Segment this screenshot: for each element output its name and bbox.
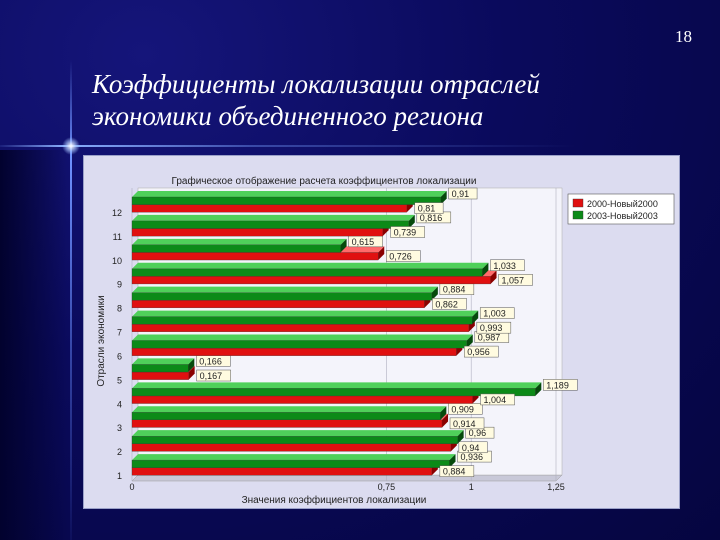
data-label-2000-cat-3: 0,914	[453, 419, 476, 429]
y-tick-label: 12	[112, 208, 122, 218]
y-tick-label: 5	[117, 375, 122, 385]
data-label-2000-cat-10-box	[386, 250, 421, 262]
data-label-2003-cat-8: 0,884	[443, 285, 466, 295]
data-label-2003-cat-2: 0,96	[469, 428, 487, 438]
data-label-2000-cat-8-box	[432, 298, 467, 310]
data-label-2000-cat-4: 1,004	[484, 395, 507, 405]
x-tick-label: 1,25	[547, 482, 565, 492]
decor-horizontal-line	[0, 145, 720, 147]
data-label-2000-cat-6-box	[464, 345, 499, 358]
data-label-2000-cat-9: 1,057	[502, 275, 525, 285]
bar-2003-cat-7	[131, 310, 479, 325]
y-tick-label: 1	[117, 471, 122, 481]
data-label-2000-cat-5-box	[196, 369, 231, 382]
chart-title: Графическое отображение расчета коэффици…	[172, 175, 477, 187]
bar-2003-cat-4	[131, 382, 542, 397]
data-label-2003-cat-7-box	[479, 307, 515, 319]
y-tick-label: 11	[113, 232, 122, 242]
x-tick-label: 0,75	[378, 482, 396, 492]
decor-shadow	[0, 150, 68, 540]
data-label-2003-cat-12-box	[448, 187, 478, 200]
data-label-2000-cat-3-box	[449, 417, 485, 430]
data-label-2003-cat-9: 1,033	[493, 261, 516, 271]
data-label-2000-cat-2: 0,94	[462, 443, 480, 453]
bar-2003-cat-10	[131, 238, 347, 253]
data-label-2003-cat-4: 1,189	[546, 380, 569, 390]
data-label-2000-cat-12: 0,81	[418, 204, 436, 214]
data-label-2003-cat-5: 0,166	[199, 356, 222, 366]
y-tick-label: 4	[117, 399, 122, 409]
data-label-2000-cat-10: 0,726	[389, 251, 412, 261]
data-label-2003-cat-1: 0,936	[460, 452, 483, 462]
decor-vertical-line	[70, 60, 72, 540]
x-tick-label: 0	[129, 482, 134, 492]
data-label-2003-cat-7: 1,003	[483, 309, 506, 319]
y-tick-label: 10	[112, 256, 122, 266]
bar-2003-cat-6	[131, 334, 473, 349]
data-label-2003-cat-4-box	[543, 379, 578, 391]
y-tick-label: 9	[117, 280, 122, 290]
data-label-2000-cat-2-box	[458, 441, 488, 454]
plot-area: 0 0,75 1 1,25 1 0,936 0,884 2 0,96 0,94 3 0,909 0,91…	[112, 187, 578, 492]
data-label-2000-cat-7-box	[476, 321, 512, 334]
data-label-2003-cat-3: 0,909	[451, 404, 474, 414]
chart-panel: Графическое отображение расчета коэффици…	[83, 155, 680, 509]
bar-2003-cat-2	[131, 430, 464, 444]
y-tick-label: 2	[117, 447, 122, 457]
legend-label: 2000-Новый2000	[587, 199, 658, 209]
decor-glow	[62, 137, 80, 155]
data-label-2000-cat-4-box	[480, 393, 515, 406]
legend-label: 2003-Новый2003	[587, 211, 658, 221]
data-label-2003-cat-11: 0,816	[420, 213, 443, 223]
y-tick-label: 3	[117, 423, 122, 433]
bar-2003-cat-3	[131, 406, 447, 420]
data-label-2000-cat-7: 0,993	[480, 323, 503, 333]
x-tick-label: 1	[469, 482, 474, 492]
y-axis-label: Отрасли экономики	[96, 295, 107, 386]
data-label-2000-cat-11-box	[390, 226, 425, 238]
bar-2003-cat-9	[131, 262, 489, 277]
y-tick-label: 6	[117, 351, 122, 361]
plot-floor	[131, 474, 563, 482]
data-label-2003-cat-6: 0,987	[478, 333, 501, 343]
data-label-2000-cat-5: 0,167	[200, 371, 223, 381]
data-label-2000-cat-12-box	[414, 202, 444, 214]
legend: 2000-Новый2000 2003-Новый2003	[567, 193, 675, 225]
legend-swatch	[572, 210, 584, 220]
data-label-2003-cat-9-box	[490, 259, 525, 271]
x-axis-label: Значения коэффициентов локализации	[242, 494, 427, 506]
data-label-2000-cat-9-box	[498, 274, 533, 286]
data-label-2003-cat-10: 0,615	[352, 237, 375, 247]
data-label-2000-cat-11: 0,739	[394, 228, 417, 238]
bar-2003-cat-1	[131, 454, 456, 468]
y-tick-label: 8	[117, 304, 122, 314]
bar-chart: Графическое отображение расчета коэффици…	[96, 175, 675, 506]
data-label-2000-cat-1-box	[439, 465, 475, 477]
legend-swatch	[572, 198, 584, 208]
data-label-2000-cat-6: 0,956	[467, 347, 490, 357]
bar-2003-cat-8	[131, 286, 438, 301]
bar-2003-cat-11	[131, 214, 415, 229]
data-label-2003-cat-12: 0,91	[452, 189, 470, 199]
bar-2003-cat-12	[131, 191, 447, 205]
legend-box	[567, 193, 675, 225]
data-label-2000-cat-8: 0,862	[435, 299, 458, 309]
bar-2003-cat-5	[131, 358, 195, 373]
slide-number: 18	[675, 27, 692, 46]
slide-title: Коэффициенты локализации отраслей эконом…	[92, 69, 540, 131]
y-tick-label: 7	[117, 328, 122, 338]
data-label-2000-cat-1: 0,884	[443, 467, 466, 477]
